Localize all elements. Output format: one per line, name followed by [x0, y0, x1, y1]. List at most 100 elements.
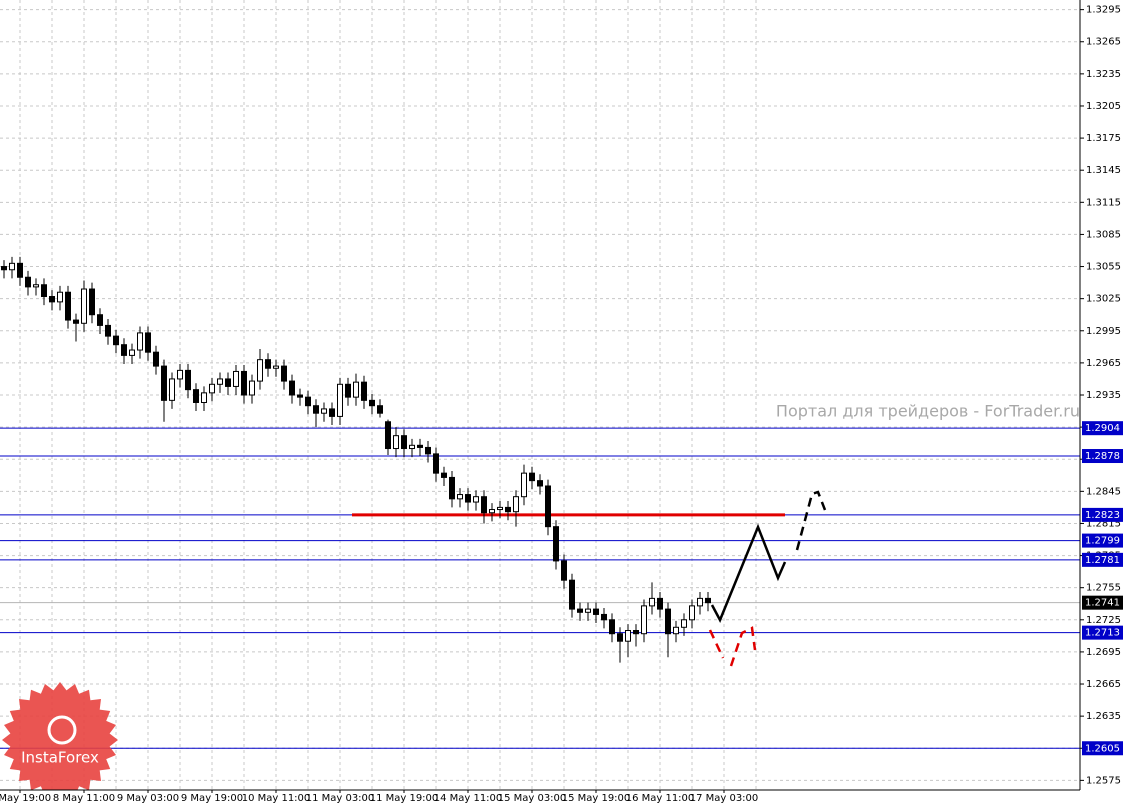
candle-body — [393, 435, 399, 450]
level-label: 1.2605 — [1085, 743, 1120, 754]
candle-body — [425, 446, 431, 455]
candle-body — [177, 369, 183, 380]
candle-body — [505, 506, 511, 513]
y-tick-label: 1.3235 — [1086, 69, 1121, 80]
alt-forecast-path — [729, 626, 757, 667]
logo: InstaForex — [2, 682, 118, 798]
candle-body — [161, 365, 167, 401]
x-tick-label: 14 May 11:00 — [434, 793, 503, 804]
candle-body — [41, 284, 47, 298]
candle-body — [281, 365, 287, 382]
y-tick-label: 1.2695 — [1086, 647, 1121, 658]
candle-body — [489, 509, 495, 514]
x-tick-label: 9 May 19:00 — [181, 793, 243, 804]
logo-icon — [47, 715, 77, 745]
candle-body — [81, 288, 87, 324]
candle-body — [497, 506, 503, 511]
forecast-drawings — [708, 490, 827, 667]
candle-body — [401, 435, 407, 450]
price-label: 1.2741 — [1085, 598, 1120, 609]
candle-body — [249, 380, 255, 396]
candle-body — [481, 496, 487, 514]
candle-body — [289, 380, 295, 396]
candle-body — [169, 378, 175, 401]
candle-body — [113, 335, 119, 346]
candle-body — [609, 619, 615, 635]
candle-body — [129, 349, 135, 356]
candle-body — [521, 472, 527, 498]
candle-body — [233, 370, 239, 387]
level-label: 1.2878 — [1085, 451, 1120, 462]
level-label-box — [1082, 449, 1123, 464]
x-axis-band — [0, 790, 1123, 806]
y-tick-label: 1.3175 — [1086, 133, 1121, 144]
candle-body — [441, 472, 447, 478]
level-label: 1.2781 — [1085, 555, 1120, 566]
candle-body — [529, 472, 535, 482]
candle-body — [353, 381, 359, 398]
candle-body — [601, 613, 607, 621]
level-label: 1.2823 — [1085, 510, 1120, 521]
candle-body — [217, 378, 223, 385]
y-tick-label: 1.3295 — [1086, 5, 1121, 16]
candle-body — [185, 369, 191, 391]
candle-body — [641, 605, 647, 635]
y-tick-label: 1.2965 — [1086, 358, 1121, 369]
alt-forecast-path — [708, 629, 725, 659]
y-tick-label: 1.3055 — [1086, 262, 1121, 273]
y-tick-label: 1.2575 — [1086, 775, 1121, 786]
candle-body — [361, 381, 367, 401]
candle-body — [577, 608, 583, 613]
candle-body — [617, 633, 623, 642]
watermark: Портал для трейдеров - ForTrader.ru — [776, 402, 1080, 421]
candle-body — [649, 597, 655, 607]
candle-body — [25, 276, 31, 288]
candle-body — [193, 389, 199, 403]
candle-body — [153, 351, 159, 367]
y-tick-label: 1.3145 — [1086, 165, 1121, 176]
candle-body — [473, 496, 479, 503]
x-tick-label: 9 May 03:00 — [117, 793, 179, 804]
candle-body — [569, 579, 575, 610]
candle-body — [665, 608, 671, 635]
level-label-box — [1082, 421, 1123, 436]
candle-body — [545, 485, 551, 528]
y-tick-label: 1.2755 — [1086, 583, 1121, 594]
candle-body — [145, 332, 151, 353]
y-tick-label: 1.3115 — [1086, 197, 1121, 208]
candle-body — [689, 605, 695, 621]
candle-body — [657, 597, 663, 610]
candle-body — [57, 291, 63, 303]
candle-body — [305, 396, 311, 407]
candle-body — [633, 630, 639, 635]
candle-body — [329, 408, 335, 417]
candle-body — [137, 332, 143, 351]
y-tick-label: 1.2725 — [1086, 615, 1121, 626]
level-label-box — [1082, 625, 1123, 640]
candle-body — [369, 399, 375, 407]
candle-body — [105, 324, 111, 337]
y-tick-label: 1.2935 — [1086, 390, 1121, 401]
level-label-box — [1082, 507, 1123, 522]
candle-body — [65, 291, 71, 321]
candle-body — [97, 314, 103, 326]
y-tick-label: 1.2665 — [1086, 679, 1121, 690]
candle-body — [681, 619, 687, 628]
logo-text: InstaForex — [21, 749, 99, 767]
candle-body — [561, 560, 567, 581]
y-tick-label: 1.3025 — [1086, 294, 1121, 305]
candle-body — [537, 480, 543, 487]
level-label-box — [1082, 741, 1123, 756]
candle-body — [297, 394, 303, 398]
candle-body — [593, 608, 599, 615]
candle-body — [265, 359, 271, 369]
candle-body — [337, 383, 343, 417]
candle-body — [121, 344, 127, 356]
candle-body — [409, 444, 415, 450]
level-label: 1.2904 — [1085, 423, 1120, 434]
candle-body — [1, 266, 7, 271]
candle-body — [553, 526, 559, 562]
y-tick-label: 1.2815 — [1086, 518, 1121, 529]
x-tick-label: 10 May 11:00 — [242, 793, 311, 804]
